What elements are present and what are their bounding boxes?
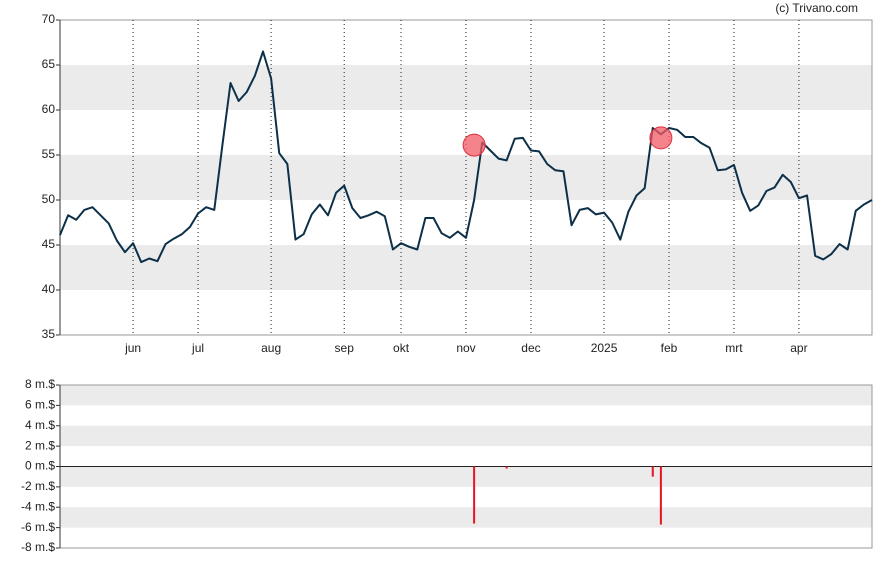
band (60, 466, 872, 487)
bar (505, 466, 508, 469)
y-tick-label: 50 (42, 192, 56, 206)
y-tick-label: 4 m.$ (25, 418, 55, 432)
trade-marker (649, 126, 673, 150)
y-tick-label: 60 (42, 102, 56, 116)
x-tick-label: nov (456, 341, 475, 355)
y-tick-label: -6 m.$ (21, 520, 55, 534)
x-tick-label: sep (335, 341, 355, 355)
band (60, 507, 872, 528)
x-tick-label: aug (261, 341, 281, 355)
y-tick-label: 6 m.$ (25, 398, 55, 412)
x-tick-label: mrt (725, 341, 743, 355)
x-tick-label: jul (191, 341, 204, 355)
band (60, 65, 872, 110)
x-tick-label: dec (521, 341, 540, 355)
price-line (59, 50, 873, 264)
band (60, 155, 872, 200)
bar (651, 466, 654, 477)
x-tick-label: feb (661, 341, 678, 355)
y-tick-label: 35 (42, 327, 56, 341)
credit: (c) Trivano.com (775, 1, 858, 15)
x-tick-label: 2025 (591, 341, 618, 355)
y-tick-label: 8 m.$ (25, 377, 55, 391)
y-tick-label: -8 m.$ (21, 540, 55, 554)
band (60, 425, 872, 447)
y-tick-label: -2 m.$ (21, 479, 55, 493)
y-tick-label: 65 (42, 57, 56, 71)
x-tick-label: okt (393, 341, 410, 355)
x-tick-label: apr (790, 341, 807, 355)
band (60, 385, 872, 406)
y-tick-label: 70 (42, 12, 56, 26)
y-tick-label: 55 (42, 147, 56, 161)
x-tick-label: jun (124, 341, 141, 355)
y-tick-label: 0 m.$ (25, 459, 55, 473)
trade-marker (462, 133, 486, 157)
bar (473, 466, 476, 524)
band (60, 245, 872, 290)
y-tick-label: 2 m.$ (25, 438, 55, 452)
y-tick-label: -4 m.$ (21, 499, 55, 513)
bar (659, 466, 662, 525)
y-tick-label: 45 (42, 237, 56, 251)
y-tick-label: 40 (42, 282, 56, 296)
